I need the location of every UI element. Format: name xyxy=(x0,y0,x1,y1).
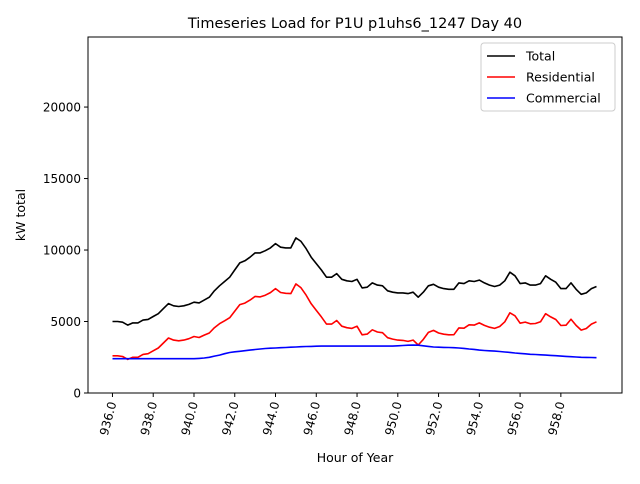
y-tick-label: 15000 xyxy=(43,172,81,186)
y-tick-label: 5000 xyxy=(50,315,81,329)
x-tick-label: 946.0 xyxy=(301,400,323,437)
y-axis-label: kW total xyxy=(13,189,28,241)
series-layer xyxy=(112,237,597,361)
legend: Total Residential Commercial xyxy=(480,42,616,112)
x-axis: 936.0 938.0 940.0 942.0 944.0 946.0 948.0 950.0… xyxy=(97,393,568,437)
x-tick-label: 952.0 xyxy=(423,400,445,437)
series-line-total xyxy=(112,237,597,326)
x-tick-label: 938.0 xyxy=(138,400,160,437)
legend-box xyxy=(480,42,616,112)
x-tick-label: 950.0 xyxy=(382,400,404,437)
y-axis: 0 5000 10000 15000 20000 xyxy=(43,101,88,401)
x-axis-label: Hour of Year xyxy=(317,450,394,465)
x-tick-label: 944.0 xyxy=(260,400,282,437)
x-tick-label: 958.0 xyxy=(545,400,567,437)
y-tick-label: 20000 xyxy=(43,101,81,115)
chart-title: Timeseries Load for P1U p1uhs6_1247 Day … xyxy=(187,16,522,32)
x-tick-label: 940.0 xyxy=(178,400,200,437)
x-tick-label: 936.0 xyxy=(97,400,119,437)
x-tick-label: 954.0 xyxy=(464,400,486,437)
series-line-residential xyxy=(112,283,597,361)
series-line-commercial xyxy=(112,344,597,360)
x-tick-label: 948.0 xyxy=(342,400,364,437)
x-tick-label: 956.0 xyxy=(505,400,527,437)
plot-frame xyxy=(87,36,623,394)
x-tick-label: 942.0 xyxy=(219,400,241,437)
y-tick-label: 10000 xyxy=(43,244,81,258)
legend-label-residential: Residential xyxy=(526,70,595,85)
y-tick-label: 0 xyxy=(73,387,81,401)
legend-label-total: Total xyxy=(525,49,555,64)
legend-label-commercial: Commercial xyxy=(526,91,601,106)
